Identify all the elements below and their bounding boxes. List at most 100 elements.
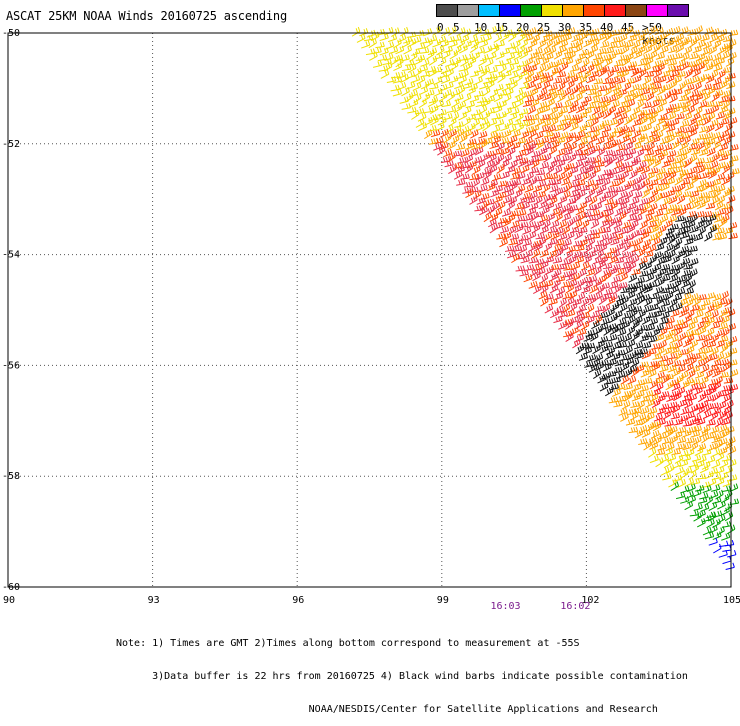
- wind-barb: [682, 203, 691, 210]
- wind-barb: [636, 149, 644, 158]
- wind-barb: [577, 154, 586, 160]
- wind-barb: [687, 369, 695, 378]
- wind-barb: [454, 171, 462, 180]
- wind-barb: [439, 84, 448, 91]
- wind-barb: [690, 442, 698, 451]
- wind-barb: [590, 84, 599, 90]
- wind-barb: [661, 122, 669, 131]
- wind-barb: [605, 351, 613, 360]
- wind-barb: [549, 238, 558, 244]
- wind-barb: [444, 46, 453, 53]
- wind-barb: [650, 86, 658, 95]
- wind-barb: [566, 332, 574, 341]
- wind-barb: [667, 250, 675, 259]
- wind-barb: [706, 203, 715, 209]
- wind-barb: [473, 156, 482, 163]
- wind-barb: [723, 479, 732, 486]
- wind-barb: [497, 164, 505, 173]
- wind-barb: [610, 181, 619, 187]
- wind-barb: [611, 302, 619, 311]
- wind-barb: [641, 395, 650, 401]
- wind-barb: [544, 242, 552, 251]
- wind-barb: [670, 265, 679, 270]
- wind-barb: [529, 39, 537, 47]
- wind-barb: [630, 401, 639, 407]
- wind-barb: [687, 196, 695, 205]
- wind-barb: [539, 291, 547, 299]
- wind-barb: [542, 34, 550, 42]
- wind-barb: [693, 425, 702, 431]
- wind-barb: [638, 207, 646, 215]
- wind-barb: [694, 106, 702, 115]
- wind-barb: [674, 53, 683, 59]
- wind-barb: [664, 448, 672, 456]
- wind-barb: [550, 185, 559, 192]
- wind-barb: [489, 26, 497, 35]
- wind-barb: [654, 210, 663, 217]
- wind-barb: [566, 219, 574, 228]
- wind-barb: [704, 232, 712, 241]
- wind-barb: [416, 43, 425, 49]
- wind-barb: [693, 297, 701, 306]
- wind-barb: [693, 34, 701, 43]
- wind-barb: [624, 234, 633, 241]
- wind-barb: [496, 154, 503, 164]
- wind-barb: [636, 112, 644, 121]
- wind-barb: [469, 195, 477, 204]
- wind-barb: [496, 52, 504, 60]
- wind-barb: [610, 66, 619, 72]
- wind-barb: [428, 48, 437, 55]
- wind-barb: [424, 129, 432, 138]
- wind-barb: [707, 341, 716, 347]
- wind-barb: [612, 276, 621, 283]
- wind-barb: [572, 339, 580, 348]
- wind-barb: [472, 118, 480, 127]
- wind-barb: [479, 140, 487, 149]
- wind-barb: [527, 221, 536, 227]
- wind-barbs: [352, 25, 739, 569]
- wind-barb: [488, 218, 496, 227]
- wind-barb: [501, 159, 509, 168]
- wind-barb: [656, 117, 664, 125]
- wind-barb: [713, 53, 721, 61]
- wind-barb: [529, 167, 538, 173]
- wind-barb: [575, 29, 584, 36]
- wind-barb: [694, 234, 703, 241]
- wind-barb: [501, 171, 510, 178]
- wind-barb: [604, 87, 612, 96]
- wind-barb: [614, 186, 623, 192]
- wind-barb: [550, 220, 559, 227]
- wind-barb: [621, 362, 629, 371]
- wind-barb: [610, 383, 619, 390]
- wind-barb: [479, 40, 487, 48]
- wind-barb: [509, 196, 517, 204]
- wind-barb: [701, 58, 708, 68]
- wind-barb: [479, 57, 487, 66]
- wind-barb: [617, 41, 626, 48]
- wind-barb: [650, 455, 658, 463]
- wind-barb: [533, 185, 542, 192]
- wind-barb: [712, 153, 720, 162]
- wind-barb: [587, 103, 596, 109]
- wind-barb: [619, 408, 627, 416]
- wind-barb: [527, 207, 535, 215]
- wind-barb: [460, 57, 468, 66]
- wind-barb: [677, 365, 686, 372]
- wind-barb: [675, 176, 683, 185]
- wind-barb: [640, 220, 648, 229]
- wind-barb: [570, 227, 579, 233]
- wind-barb: [690, 175, 698, 184]
- wind-barb: [505, 246, 514, 252]
- wind-barb: [479, 82, 488, 89]
- wind-barb: [662, 160, 671, 167]
- wind-barb: [611, 88, 619, 96]
- wind-barb: [562, 114, 571, 120]
- wind-barb: [454, 72, 463, 79]
- wind-barb: [687, 29, 696, 35]
- latitude-tick-label: -56: [2, 360, 20, 371]
- wind-barb: [463, 106, 471, 114]
- wind-barb: [553, 316, 562, 323]
- wind-barb: [648, 116, 656, 125]
- wind-barb: [683, 420, 692, 426]
- wind-barb: [641, 54, 650, 60]
